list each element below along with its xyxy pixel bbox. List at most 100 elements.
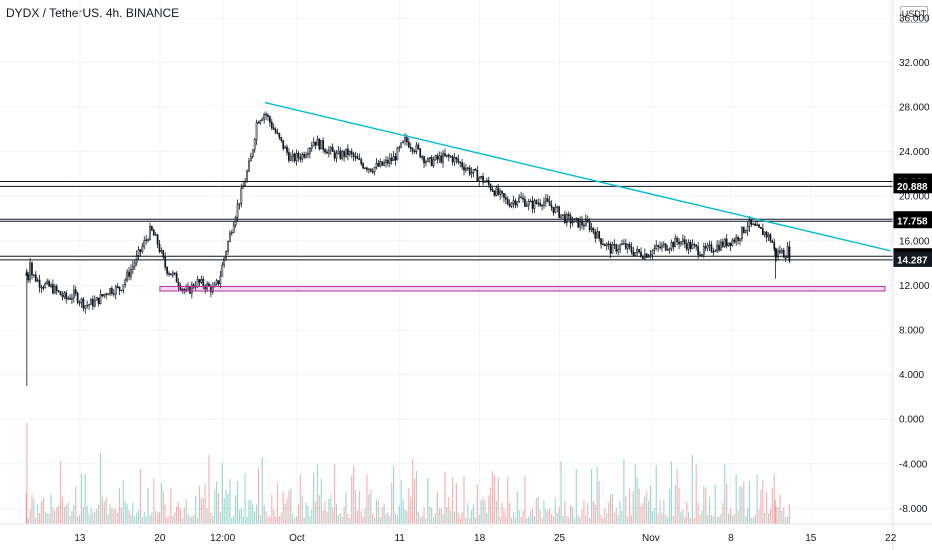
volume-bar (255, 504, 258, 524)
volume-bar (246, 517, 248, 524)
volume-bar (328, 499, 330, 524)
candle-body (122, 284, 125, 291)
candle-body (746, 226, 749, 231)
volume-bar (375, 499, 378, 524)
candle-body (741, 226, 743, 239)
volume-bar (516, 491, 518, 524)
candle-body (396, 147, 399, 161)
volume-bar (539, 509, 541, 524)
volume-bar (511, 517, 513, 524)
volume-bar (52, 507, 54, 524)
volume-bar (297, 504, 299, 524)
candle-body (451, 156, 454, 163)
candle-body (179, 285, 182, 290)
candle-body (107, 293, 109, 296)
candle-body (114, 286, 117, 295)
candle-body (466, 167, 469, 170)
volume-bar (356, 509, 358, 524)
volume-bar (760, 490, 762, 524)
volume-bar (566, 516, 568, 524)
candle-body (409, 146, 412, 149)
volume-bar (56, 507, 58, 524)
candle-body (577, 218, 580, 228)
candle-body (680, 241, 682, 245)
candle-body (594, 231, 597, 239)
volume-bar (316, 464, 319, 524)
candle-body (318, 138, 321, 150)
volume-bar (575, 469, 577, 524)
candle-body (259, 120, 262, 124)
volume-bar (71, 510, 73, 524)
volume-bar (432, 517, 435, 524)
volume-bar (726, 483, 728, 524)
candle-body (261, 118, 264, 121)
volume-bar (305, 502, 307, 524)
candle-body (257, 122, 260, 124)
candle-body (398, 146, 401, 149)
candle-body (171, 272, 174, 276)
y-tick-label: 24.000 (899, 147, 930, 158)
candle-body (691, 244, 694, 250)
volume-bar (775, 505, 777, 524)
volume-bar (550, 514, 553, 524)
candle-body (535, 200, 538, 204)
volume-bar (617, 515, 619, 524)
grid-lines (0, 0, 893, 524)
volume-bar (718, 516, 720, 524)
candle-body (611, 244, 614, 254)
volume-bar (769, 508, 772, 524)
x-tick-label: 18 (474, 533, 486, 544)
candle-body (520, 196, 522, 199)
volume-bar (785, 517, 787, 524)
candle-body (482, 175, 484, 183)
volume-bar (122, 479, 124, 524)
candle-body (603, 244, 606, 247)
candle-body (31, 262, 33, 276)
candle-body (86, 305, 89, 307)
candle-body (265, 113, 267, 116)
volume-bar (587, 502, 589, 524)
volume-bar (196, 517, 199, 524)
candle-body (712, 251, 715, 253)
candle-body (465, 168, 467, 171)
volume-bar (579, 517, 581, 524)
volume-bar (716, 517, 718, 524)
x-tick-label: 11 (394, 533, 405, 544)
candle-body (756, 224, 758, 226)
volume-bar (499, 516, 501, 524)
volume-bar (149, 515, 151, 524)
candle-body (345, 148, 347, 157)
volume-bar (695, 465, 697, 524)
volume-bar (286, 498, 288, 524)
candle-body (716, 244, 719, 252)
currency-selector[interactable]: USDT (900, 6, 928, 23)
candle-body (672, 242, 675, 248)
candle-body (390, 157, 393, 161)
candle-body (276, 132, 279, 134)
candle-body (333, 151, 336, 159)
volume-bar (42, 496, 44, 524)
volume-bar (313, 473, 315, 524)
candle-body (674, 237, 677, 248)
candle-body (446, 154, 448, 157)
candle-body (750, 219, 753, 225)
candle-body (103, 293, 106, 297)
candle-body (592, 227, 595, 233)
candle-body (347, 148, 349, 156)
volume-bar (773, 473, 775, 524)
volume-bar (535, 498, 537, 524)
volume-bar (229, 478, 231, 524)
volume-bar (638, 488, 640, 524)
candle-body (683, 239, 686, 244)
candle-body (784, 257, 787, 259)
volume-bar (341, 516, 343, 524)
volume-bar (491, 471, 494, 524)
candle-body (731, 239, 734, 246)
volume-bar (73, 505, 75, 524)
candle-body (263, 113, 266, 120)
candle-body (124, 279, 127, 286)
candle-body (383, 162, 385, 166)
candle-body (779, 250, 781, 253)
volume-bar (689, 517, 692, 524)
